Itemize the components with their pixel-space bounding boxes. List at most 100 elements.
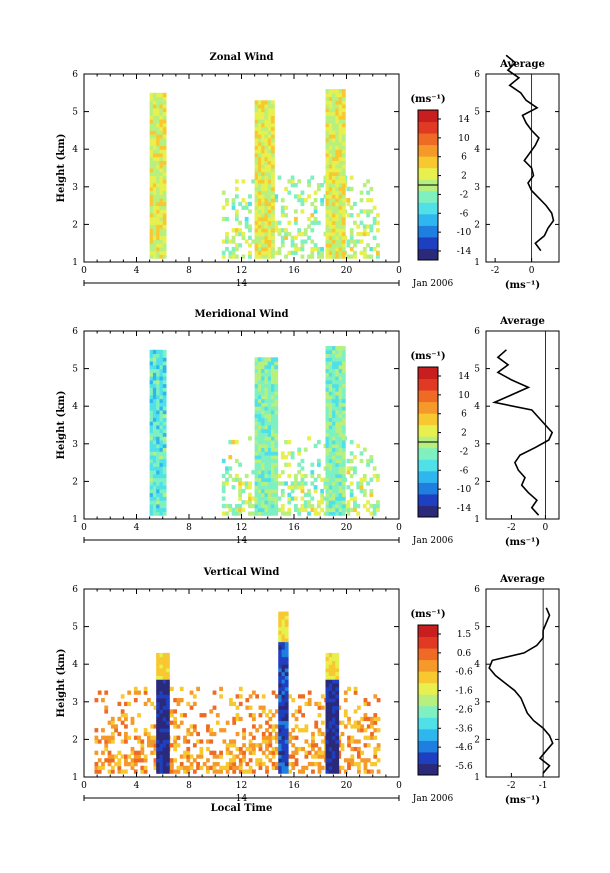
heatmap-cell	[159, 243, 164, 248]
heatmap-cell	[152, 383, 157, 388]
profile-y-tick-label: 6	[474, 585, 480, 595]
heatmap-cell	[335, 477, 340, 482]
heatmap-cell	[325, 100, 330, 105]
heatmap-cell	[257, 100, 262, 105]
heatmap-cell	[149, 115, 154, 120]
heatmap-cell	[242, 754, 246, 759]
heatmap-cell	[325, 428, 330, 434]
heatmap-cell	[159, 466, 164, 471]
heatmap-cell	[140, 765, 145, 770]
heatmap-cell	[341, 447, 346, 452]
heatmap-cell	[261, 119, 265, 124]
heatmap-cell	[274, 746, 279, 752]
heatmap-cell	[280, 451, 285, 456]
heatmap-cell	[257, 488, 262, 494]
heatmap-cell	[363, 716, 368, 722]
heatmap-cell	[162, 179, 167, 184]
heatmap-cell	[264, 119, 269, 124]
colorbar-swatch	[418, 740, 438, 753]
heatmap-cell	[332, 675, 336, 680]
heatmap-cell	[117, 769, 122, 774]
heatmap-cell	[261, 107, 265, 113]
heatmap-cell	[338, 481, 343, 486]
heatmap-cell	[267, 209, 272, 214]
heatmap-cell	[325, 243, 330, 248]
heatmap-cell	[369, 198, 374, 203]
heatmap-cell	[264, 436, 269, 441]
heatmap-cell	[254, 379, 259, 385]
colorbar-swatch	[418, 751, 438, 764]
heatmap-cell	[238, 716, 243, 722]
heatmap-cell	[228, 466, 233, 471]
heatmap-cell	[264, 376, 269, 381]
heatmap-cell	[149, 372, 154, 377]
heatmap-cell	[248, 485, 252, 490]
heatmap-cell	[332, 735, 336, 740]
heatmap-cell	[338, 254, 343, 259]
heatmap-cell	[166, 716, 170, 722]
heatmap-cell	[156, 122, 160, 128]
heatmap-cell	[335, 183, 340, 188]
heatmap-cell	[156, 466, 160, 471]
heatmap-cell	[149, 205, 154, 210]
heatmap-cell	[192, 724, 197, 729]
heatmap-cell	[304, 728, 309, 733]
heatmap-cell	[278, 735, 283, 740]
heatmap-cell	[196, 739, 200, 744]
colorbar-swatch	[418, 505, 438, 518]
heatmap-cell	[261, 216, 265, 222]
heatmap-cell	[152, 205, 157, 210]
y-tick-label: 2	[72, 220, 78, 230]
heatmap-cell	[340, 720, 345, 725]
heatmap-cell	[225, 761, 230, 767]
heatmap-cell	[152, 213, 157, 218]
heatmap-cell	[258, 765, 263, 770]
heatmap-cell	[248, 250, 252, 255]
heatmap-cell	[341, 372, 346, 377]
heatmap-cell	[225, 720, 230, 725]
heatmap-cell	[271, 228, 275, 233]
heatmap-cell	[238, 701, 243, 707]
heatmap-cell	[152, 243, 157, 248]
heatmap-cell	[254, 507, 259, 512]
heatmap-cell	[238, 477, 242, 482]
heatmap-cell	[264, 462, 269, 467]
heatmap-cell	[335, 186, 340, 192]
heatmap-cell	[159, 134, 164, 139]
heatmap-cell	[152, 246, 157, 252]
heatmap-cell	[317, 731, 322, 737]
heatmap-cell	[281, 765, 286, 770]
heatmap-cell	[353, 720, 358, 725]
heatmap-cell	[156, 503, 160, 509]
heatmap-cell	[117, 761, 122, 767]
heatmap-cell	[338, 224, 343, 229]
heatmap-cell	[338, 443, 343, 449]
heatmap-cell	[369, 254, 374, 259]
heatmap-cell	[294, 235, 298, 240]
heatmap-cell	[244, 224, 249, 229]
heatmap-cell	[225, 503, 229, 509]
heatmap-cell	[159, 458, 164, 464]
heatmap-cell	[325, 402, 330, 407]
heatmap-cell	[338, 432, 343, 437]
heatmap-cell	[335, 126, 340, 131]
heatmap-cell	[337, 720, 342, 725]
heatmap-cell	[231, 239, 236, 244]
heatmap-cell	[257, 496, 262, 501]
heatmap-cell	[332, 235, 336, 240]
heatmap-cell	[159, 96, 164, 101]
heatmap-cell	[261, 213, 265, 218]
heatmap-cell	[335, 406, 340, 411]
heatmap-cell	[244, 201, 249, 207]
heatmap-cell	[271, 209, 275, 214]
heatmap-cell	[241, 500, 246, 505]
heatmap-cell	[162, 667, 167, 673]
heatmap-cell	[234, 213, 239, 218]
heatmap-cell	[264, 228, 269, 233]
heatmap-cell	[257, 119, 262, 124]
heatmap-cell	[320, 250, 325, 255]
heatmap-cell	[268, 716, 273, 722]
heatmap-cell	[376, 220, 380, 225]
heatmap-cell	[335, 413, 340, 418]
heatmap-cell	[159, 739, 164, 744]
